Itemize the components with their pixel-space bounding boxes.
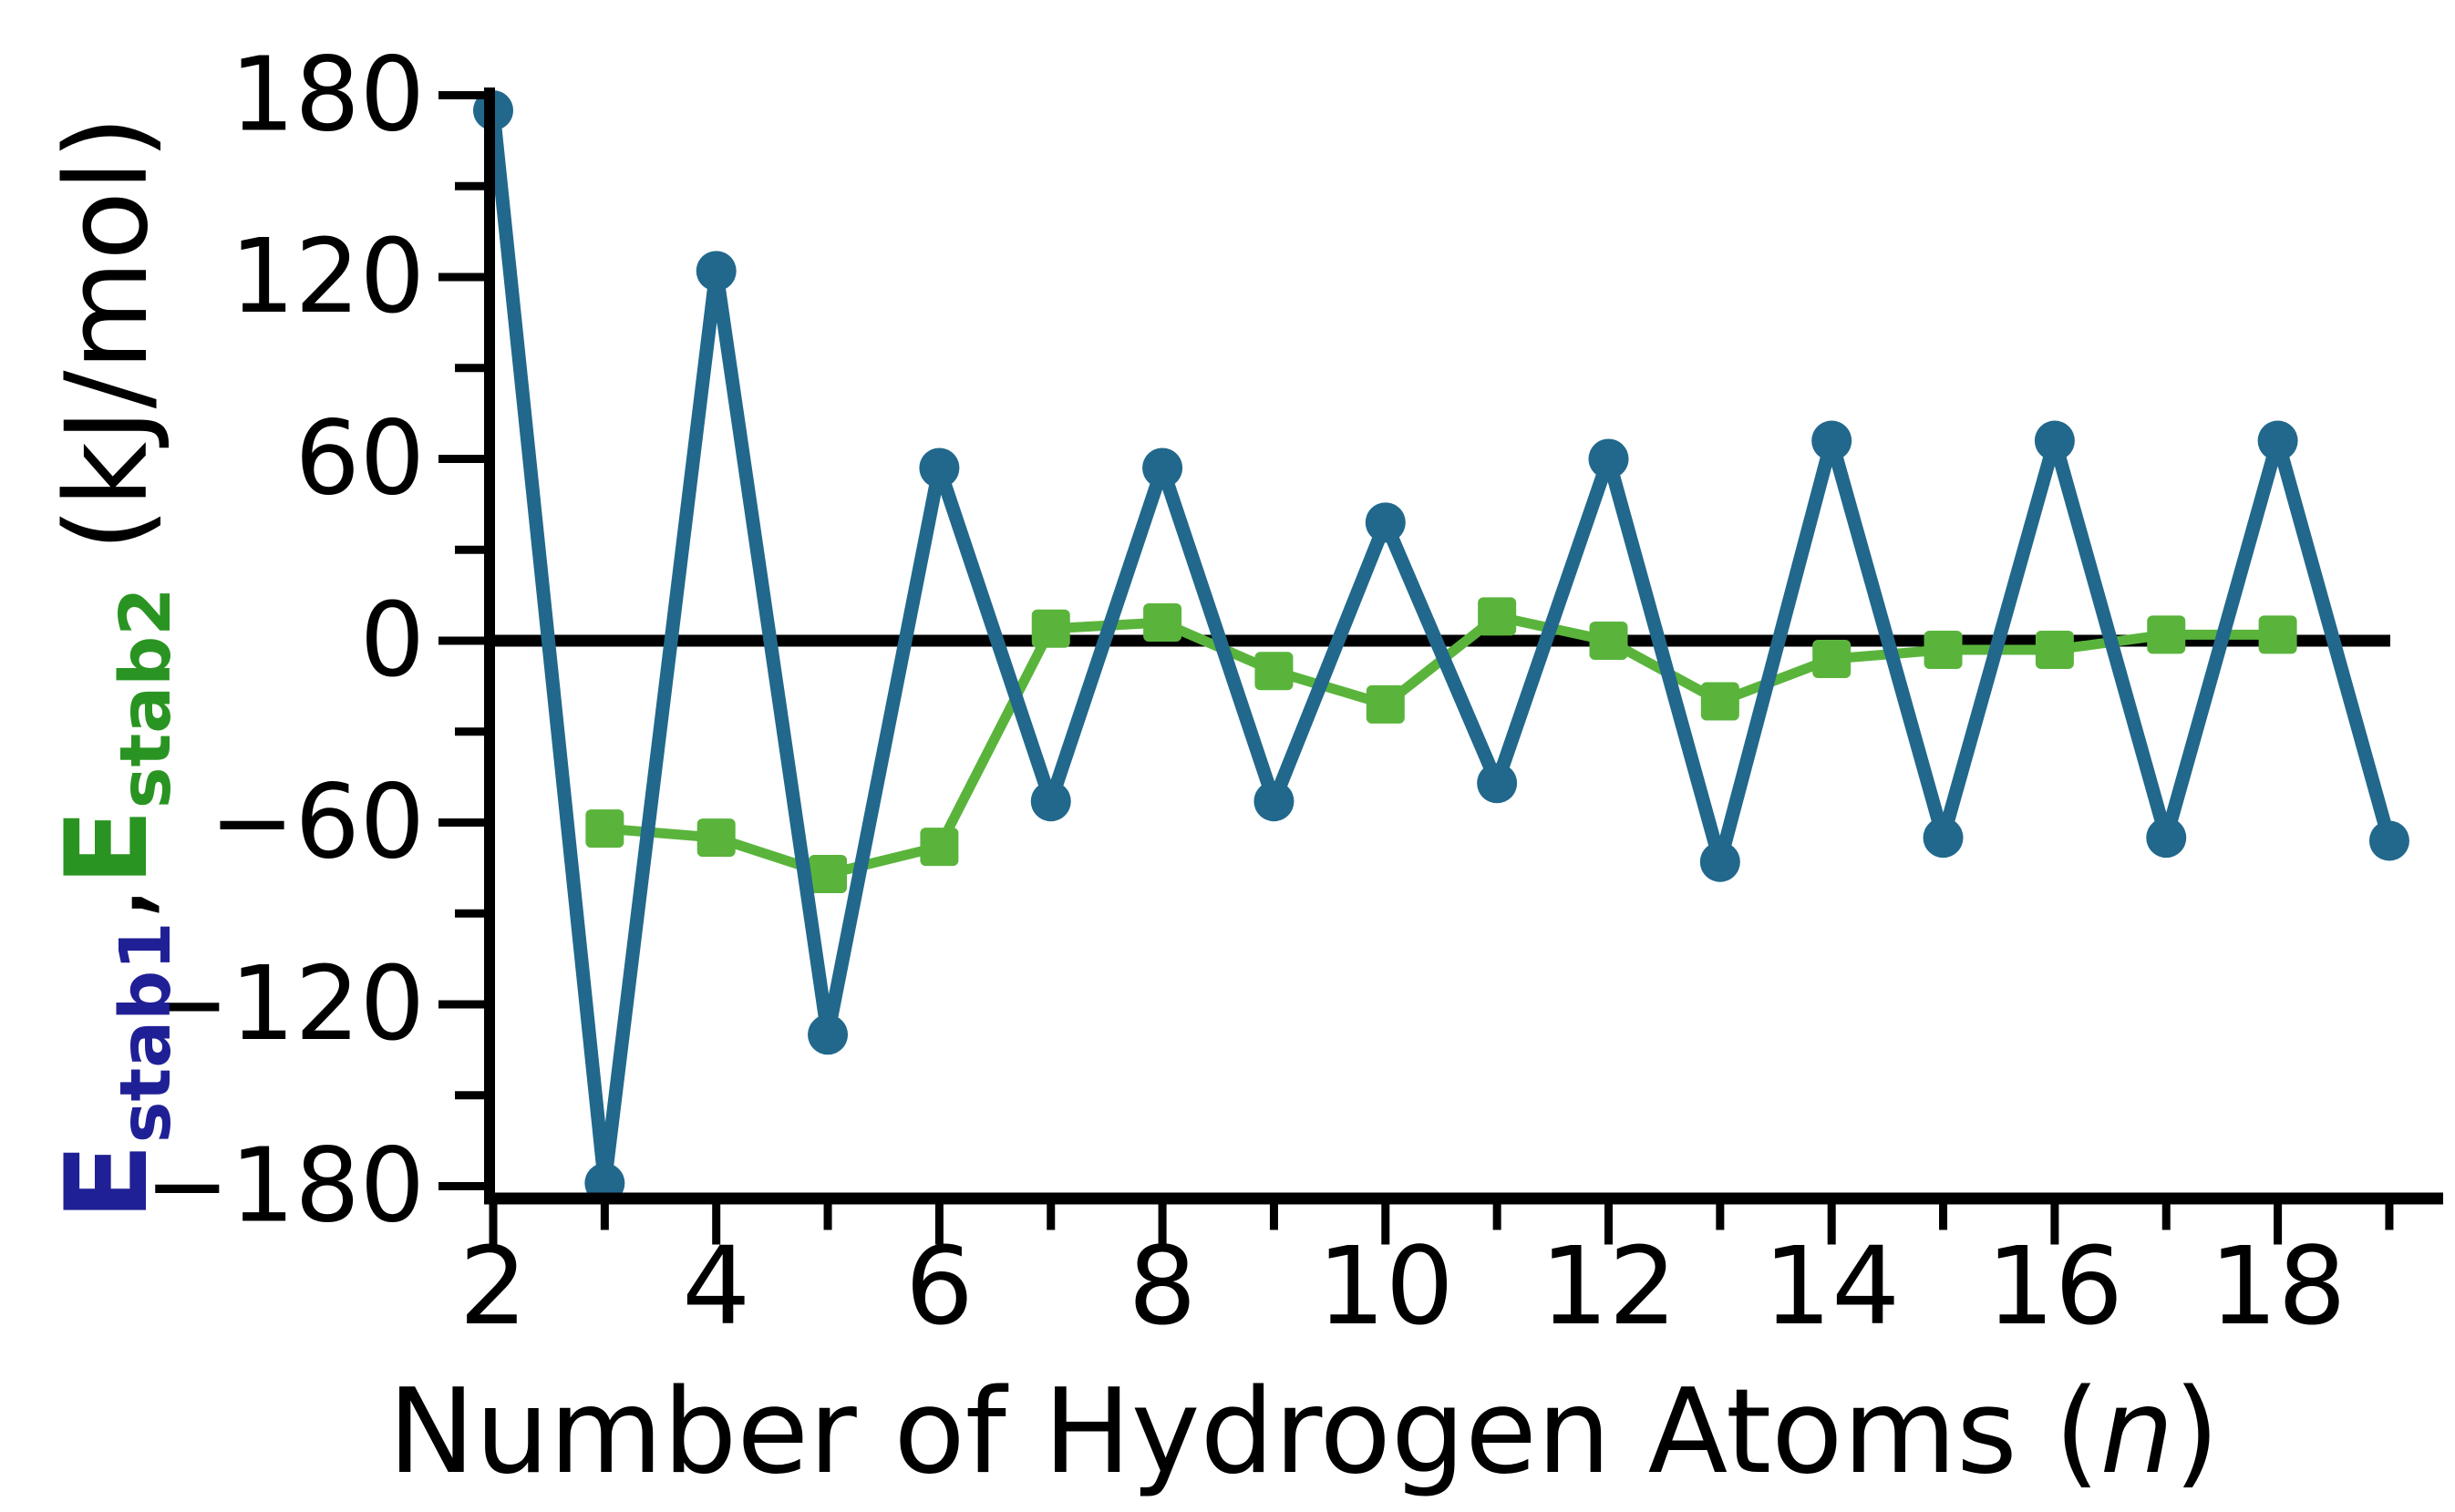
- y-label-estab1-sub: stab1: [105, 921, 187, 1144]
- y-axis-spine: [484, 87, 495, 1198]
- y-label-separator: ,: [42, 886, 174, 922]
- y-label-estab1: E: [42, 1143, 174, 1221]
- estab1-marker: [1811, 420, 1852, 461]
- y-tick-minor: [455, 364, 484, 373]
- estab2-marker: [2147, 615, 2186, 654]
- x-axis-label-suffix: ): [2173, 1364, 2220, 1500]
- x-tick-label: 10: [1317, 1223, 1454, 1349]
- x-tick-major: [2274, 1202, 2283, 1245]
- x-tick-label: 12: [1540, 1223, 1676, 1349]
- y-tick-major: [438, 91, 484, 99]
- y-tick-major: [438, 818, 484, 827]
- y-label-estab2: E: [42, 808, 174, 887]
- x-tick-major: [1158, 1202, 1167, 1245]
- x-tick-label: 2: [459, 1223, 527, 1349]
- x-tick-major: [712, 1202, 721, 1245]
- x-tick-major: [934, 1202, 944, 1245]
- x-tick-label: 4: [682, 1223, 750, 1349]
- estab1-marker: [2146, 818, 2187, 859]
- x-tick-minor: [1492, 1202, 1501, 1230]
- y-tick-label: 60: [294, 400, 425, 519]
- y-label-units: (kJ/mol): [42, 115, 174, 588]
- x-tick-minor: [2161, 1202, 2171, 1230]
- x-tick-label: 16: [1986, 1223, 2123, 1349]
- x-axis-label-variable: n: [2099, 1364, 2174, 1500]
- x-tick-minor: [1939, 1202, 1948, 1230]
- x-tick-major: [1381, 1202, 1390, 1245]
- x-axis-label: Number of Hydrogen Atoms (n): [388, 1374, 2220, 1491]
- estab2-marker: [2258, 615, 2297, 654]
- estab1-marker: [1253, 781, 1295, 822]
- estab2-marker: [1254, 652, 1294, 691]
- x-tick-label: 14: [1763, 1223, 1900, 1349]
- x-tick-label: 8: [1129, 1223, 1197, 1349]
- estab2-marker: [920, 828, 959, 867]
- estab1-marker: [1699, 841, 1740, 882]
- estab1-marker: [1365, 502, 1406, 543]
- estab1-marker: [1477, 763, 1518, 804]
- estab2-marker: [1031, 609, 1070, 648]
- estab1-marker: [919, 447, 960, 489]
- x-tick-minor: [1047, 1202, 1056, 1230]
- x-axis-line: [484, 1192, 2443, 1205]
- estab2-marker: [2035, 630, 2074, 669]
- y-tick-label: 180: [230, 36, 425, 155]
- estab2-marker: [1924, 630, 1963, 669]
- estab2-marker: [1478, 597, 1517, 636]
- estab1-marker: [2368, 820, 2409, 861]
- estab1-marker: [2257, 420, 2298, 461]
- x-tick-minor: [1716, 1202, 1725, 1230]
- y-tick-label: 0: [360, 581, 425, 700]
- x-tick-minor: [600, 1202, 609, 1230]
- estab1-line: [486, 103, 2397, 1190]
- estab2-marker: [1589, 622, 1628, 660]
- y-label-estab2-sub: stab2: [105, 587, 187, 809]
- estab1-marker: [2034, 420, 2075, 461]
- estab1-marker: [808, 1014, 849, 1055]
- x-tick-major: [1604, 1202, 1613, 1245]
- y-tick-minor: [455, 909, 484, 918]
- y-axis-label: Estab1,Estab2 (kJ/mol): [42, 116, 187, 1220]
- y-tick-label: −180: [144, 1127, 425, 1246]
- estab1-marker: [1923, 818, 1964, 859]
- y-tick-minor: [455, 545, 484, 554]
- y-tick-minor: [455, 727, 484, 736]
- estab1-marker: [696, 251, 737, 292]
- y-tick-label: 120: [230, 218, 425, 336]
- y-tick-major: [438, 636, 484, 645]
- y-tick-minor: [455, 1091, 484, 1100]
- y-tick-label: −60: [210, 764, 425, 882]
- y-tick-major: [438, 455, 484, 463]
- x-axis-label-text: Number of Hydrogen Atoms (: [387, 1364, 2100, 1500]
- y-tick-label: −120: [144, 945, 425, 1064]
- y-tick-minor: [455, 181, 484, 190]
- x-tick-minor: [2385, 1202, 2394, 1230]
- estab2-marker: [1812, 639, 1852, 678]
- x-tick-major: [2050, 1202, 2059, 1245]
- estab2-marker: [1143, 603, 1182, 643]
- x-tick-minor: [1269, 1202, 1278, 1230]
- x-tick-minor: [823, 1202, 832, 1230]
- y-tick-major: [438, 1182, 484, 1190]
- x-tick-label: 6: [905, 1223, 974, 1349]
- estab2-marker: [696, 818, 736, 858]
- estab1-marker: [1030, 781, 1071, 822]
- estab2-marker: [1700, 682, 1739, 721]
- estab2-marker: [1366, 684, 1405, 724]
- estab2-marker: [585, 809, 624, 849]
- estab1-marker: [1588, 438, 1629, 479]
- estab2-marker: [809, 855, 848, 894]
- estab1-marker: [1142, 447, 1183, 489]
- y-tick-major: [438, 273, 484, 282]
- x-tick-major: [489, 1202, 498, 1245]
- x-tick-major: [1827, 1202, 1836, 1245]
- x-tick-label: 18: [2210, 1223, 2347, 1349]
- y-tick-major: [438, 1000, 484, 1009]
